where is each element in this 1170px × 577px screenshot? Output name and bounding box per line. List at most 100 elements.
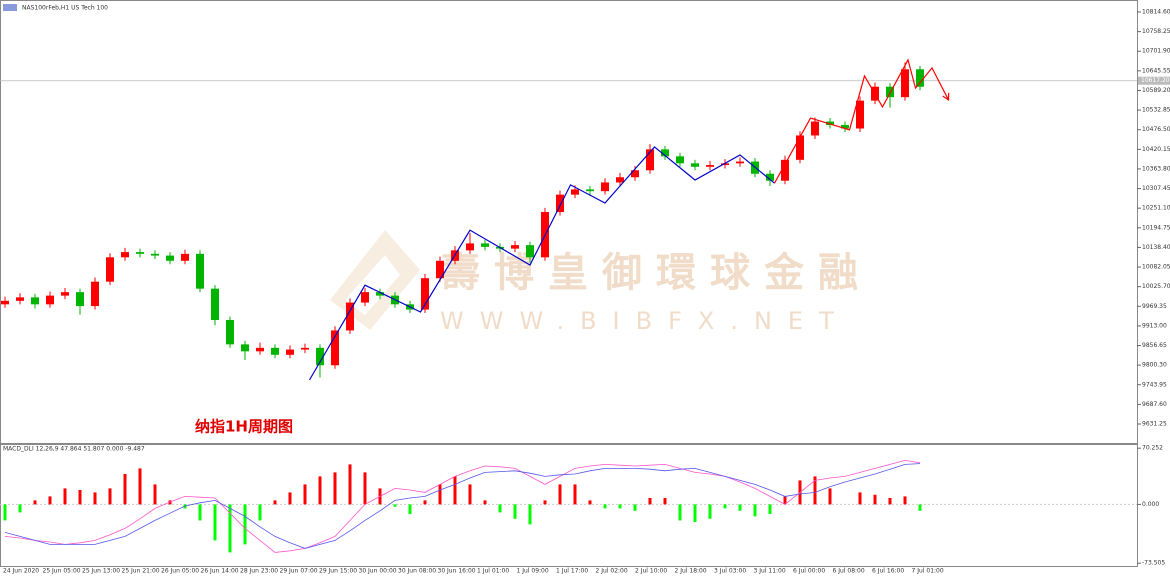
watermark-url: WWW.BIBFX.NET — [440, 307, 850, 335]
candle-body — [121, 252, 129, 258]
candle-body — [766, 173, 774, 181]
x-tick-label: 24 Jun 2020 — [3, 568, 39, 575]
y-tick-label: 9800.30 — [1142, 362, 1167, 369]
x-tick-label: 6 Jul 00:00 — [793, 568, 825, 575]
arrow-head — [942, 92, 950, 102]
candle-body — [481, 243, 489, 247]
y-tick-label: 0.000 — [1142, 501, 1159, 508]
y-tick-label: 10363.80 — [1142, 165, 1170, 172]
y-tick-label: 10476.50 — [1142, 126, 1170, 133]
candle-body — [76, 292, 84, 307]
candle-body — [181, 253, 189, 261]
candle-body — [466, 243, 474, 251]
candle-body — [691, 163, 699, 167]
macd-line — [4, 463, 921, 549]
candle-body — [61, 292, 69, 296]
candle-body — [601, 182, 609, 192]
candle-body — [346, 302, 354, 331]
candle-body — [106, 257, 114, 282]
candle-body — [1, 300, 9, 305]
y-tick-label: 9631.25 — [1142, 421, 1167, 428]
x-tick-label: 3 Jul 11:00 — [754, 568, 786, 575]
candle-body — [856, 100, 864, 129]
y-tick-label: 10645.55 — [1142, 67, 1170, 74]
x-tick-label: 30 Jun 16:00 — [438, 568, 476, 575]
zigzag-line — [773, 58, 950, 184]
y-tick-label: 10532.85 — [1142, 107, 1170, 114]
candle-body — [796, 135, 804, 160]
x-tick-label: 30 Jun 00:00 — [359, 568, 397, 575]
current-price-label: 10617.20 — [1141, 77, 1170, 84]
y-tick-label: 9969.35 — [1142, 303, 1167, 310]
x-tick-label: 1 Jul 17:00 — [556, 568, 588, 575]
zigzag-line — [308, 146, 775, 381]
candle-body — [226, 319, 234, 345]
y-tick-label: 10589.20 — [1142, 87, 1170, 94]
y-tick-label: 10025.70 — [1142, 283, 1170, 290]
x-tick-label: 2 Jul 02:00 — [596, 568, 628, 575]
x-tick-label: 29 Jun 15:00 — [319, 568, 357, 575]
candle-body — [376, 292, 384, 296]
y-tick-label: 10701.90 — [1142, 48, 1170, 55]
x-tick-label: 6 Jul 08:00 — [833, 568, 865, 575]
candle-body — [736, 161, 744, 164]
candle-body — [631, 170, 639, 178]
y-tick-label: 10758.25 — [1142, 28, 1170, 35]
y-tick-label: 10307.45 — [1142, 185, 1170, 192]
candle-body — [16, 297, 24, 301]
candle-body — [151, 253, 159, 256]
x-tick-label: 2 Jul 18:00 — [675, 568, 707, 575]
candle-body — [901, 69, 909, 98]
candle-body — [586, 189, 594, 192]
x-tick-label: 1 Jul 09:00 — [517, 568, 549, 575]
candle-body — [301, 347, 309, 350]
candle-body — [241, 344, 249, 352]
y-tick-label: 10194.75 — [1142, 224, 1170, 231]
candle-body — [331, 330, 339, 366]
x-tick-label: 26 Jun 05:00 — [161, 568, 199, 575]
candle-body — [676, 156, 684, 164]
candle-body — [271, 347, 279, 355]
candle-body — [286, 349, 294, 355]
x-tick-label: 29 Jun 07:00 — [280, 568, 318, 575]
candle-body — [211, 288, 219, 320]
x-tick-label: 30 Jun 08:00 — [398, 568, 436, 575]
candle-body — [166, 255, 174, 261]
y-tick-label: 9687.60 — [1142, 401, 1167, 408]
candle-body — [661, 149, 669, 157]
candle-body — [811, 121, 819, 136]
y-tick-label: 9913.00 — [1142, 322, 1167, 329]
candle-body — [781, 159, 789, 181]
x-tick-label: 3 Jul 03:00 — [714, 568, 746, 575]
candle-body — [841, 125, 849, 129]
candle-body — [256, 347, 264, 352]
candle-body — [136, 252, 144, 254]
y-tick-label: 70.252 — [1142, 445, 1163, 452]
x-tick-label: 7 Jul 01:00 — [912, 568, 944, 575]
candle-body — [526, 245, 534, 258]
y-tick-label: 9856.65 — [1142, 342, 1167, 349]
candle-body — [31, 297, 39, 305]
price-panel — [0, 0, 1138, 444]
candle-body — [511, 245, 519, 249]
candle-body — [421, 278, 429, 310]
y-tick-label: 10138.40 — [1142, 244, 1170, 251]
candle-body — [436, 260, 444, 279]
x-tick-label: 26 Jun 14:00 — [201, 568, 239, 575]
y-tick-label: -73.505 — [1142, 560, 1165, 567]
x-tick-label: 1 Jul 01:00 — [477, 568, 509, 575]
candle-body — [196, 253, 204, 289]
x-tick-label: 6 Jul 16:00 — [872, 568, 904, 575]
macd-panel — [0, 444, 1138, 567]
candle-body — [826, 121, 834, 126]
x-tick-label: 28 Jun 23:00 — [240, 568, 278, 575]
current-price-box — [1138, 76, 1170, 85]
x-tick-label: 2 Jul 10:00 — [635, 568, 667, 575]
candle-body — [46, 295, 54, 305]
candle-body — [571, 189, 579, 195]
candle-body — [916, 69, 924, 87]
y-tick-label: 10814.60 — [1142, 8, 1170, 15]
y-tick-label: 10251.10 — [1142, 205, 1170, 212]
